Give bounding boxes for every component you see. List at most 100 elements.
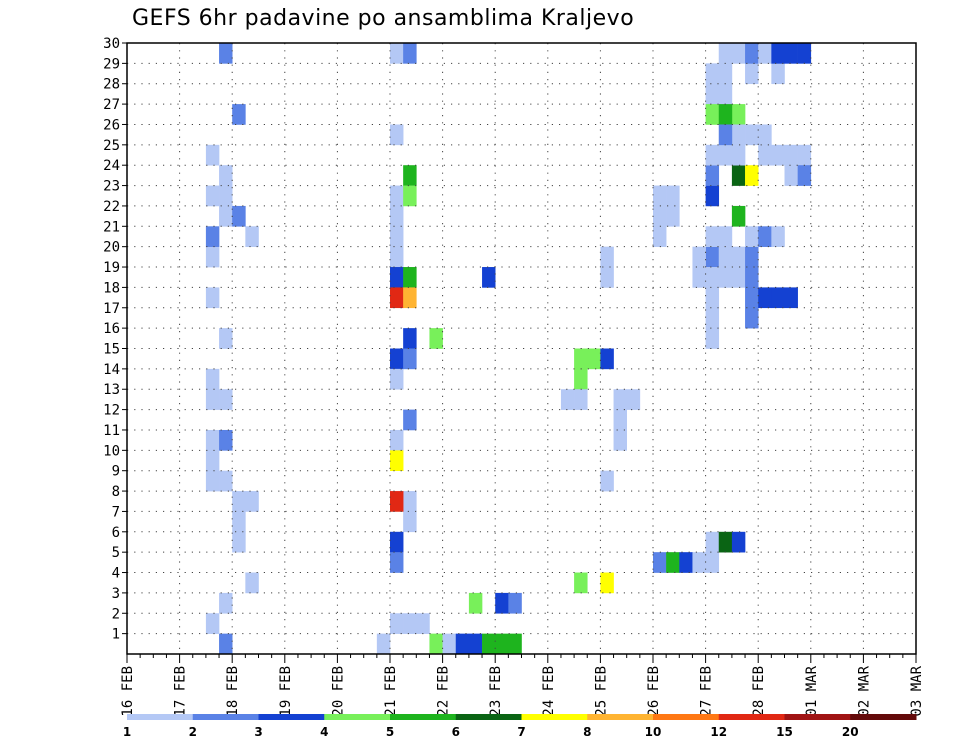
y-tick-label: 25 (103, 138, 120, 154)
y-tick-label: 11 (103, 423, 120, 439)
y-tick-label: 22 (103, 199, 120, 215)
heatmap-cell (560, 389, 575, 410)
heatmap-cell (600, 267, 614, 288)
heatmap-cell (718, 63, 733, 85)
heatmap-cell (587, 348, 601, 370)
legend-swatch (390, 714, 457, 720)
heatmap-cell (705, 83, 720, 105)
heatmap-cell (745, 307, 759, 329)
heatmap-cell (508, 592, 522, 614)
legend-label: 5 (386, 725, 394, 739)
heatmap-cell (784, 43, 798, 64)
heatmap-cell (376, 633, 391, 655)
x-tick-label: 18 FEB (225, 666, 241, 717)
heatmap-cell (653, 205, 667, 227)
grid-layer (127, 43, 916, 654)
legend-swatch (192, 714, 259, 720)
legend-swatch (587, 714, 654, 720)
heatmap-cell (705, 165, 720, 186)
heatmap-cell (653, 185, 667, 207)
heatmap-cell (403, 287, 417, 309)
heatmap-cell (718, 531, 733, 553)
heatmap-cell (666, 185, 680, 207)
legend-swatch (784, 714, 851, 720)
heatmap-cell (692, 267, 706, 288)
heatmap-cell (705, 144, 720, 166)
heatmap-cell (784, 144, 798, 166)
color-legend: 1 2 3 4 5 6 7 8 10 12 15 20 (123, 714, 917, 739)
heatmap-cell (403, 43, 417, 64)
y-tick-label: 29 (103, 56, 120, 72)
heatmap-cell (613, 429, 627, 451)
y-tick-label: 16 (103, 321, 120, 337)
heatmap-cell (205, 368, 220, 390)
x-tick-label: 26 FEB (646, 666, 662, 717)
heatmap-cell (482, 267, 496, 288)
heatmap-cell (245, 572, 259, 594)
heatmap-cell (692, 552, 706, 573)
heatmap-cell (390, 124, 404, 146)
heatmap-cell (219, 328, 233, 349)
y-tick-label: 5 (112, 545, 120, 561)
heatmap-cell (731, 205, 746, 227)
y-tick-label: 4 (112, 566, 120, 582)
legend-label: 8 (583, 725, 591, 739)
y-tick-label: 17 (103, 301, 120, 317)
heatmap-cell (495, 592, 509, 614)
heatmap-cell (403, 511, 417, 533)
heatmap-cell (731, 531, 746, 553)
heatmap-cell (718, 124, 733, 146)
heatmap-cell (232, 511, 246, 533)
y-tick-label: 6 (112, 525, 120, 541)
heatmap-cell (784, 165, 798, 186)
y-tick-label: 3 (112, 586, 120, 602)
heatmap-cell (705, 531, 720, 553)
heatmap-cell (718, 267, 733, 288)
heatmap-cell (626, 389, 641, 410)
y-tick-label: 13 (103, 382, 120, 398)
heatmap-cell (232, 491, 246, 512)
legend-swatch (718, 714, 785, 720)
heatmap-cell (403, 409, 417, 431)
heatmap-cell (219, 592, 233, 614)
heatmap-cell (574, 389, 588, 410)
heatmap-cell (232, 531, 246, 553)
heatmap-cell (495, 633, 509, 655)
y-axis: 1234567891011121314151617181920212223242… (103, 36, 127, 643)
heatmap-cell (705, 287, 720, 309)
heatmap-cell (429, 633, 443, 655)
heatmap-cell (718, 246, 733, 268)
heatmap-cell (429, 328, 443, 349)
heatmap-cell (731, 124, 746, 146)
heatmap-cell (205, 246, 220, 268)
heatmap-cell (219, 205, 233, 227)
heatmap-cell (797, 43, 812, 64)
heatmap-cell (666, 552, 680, 573)
heatmap-cell (771, 63, 785, 85)
heatmap-cell (232, 205, 246, 227)
heatmap-cell (705, 185, 720, 207)
heatmap-cell (219, 389, 233, 410)
heatmap-cell (613, 409, 627, 431)
heatmap-cell (731, 144, 746, 166)
heatmap-cell (403, 328, 417, 349)
heatmap-cell (219, 165, 233, 186)
heatmap-cell (219, 43, 233, 64)
cells-layer (205, 43, 812, 655)
y-tick-label: 28 (103, 77, 120, 93)
heatmap-cell (390, 43, 404, 64)
y-tick-label: 26 (103, 117, 120, 133)
legend-swatch (324, 714, 391, 720)
x-axis: 16 FEB 17 FEB 18 FEB 19 FEB 20 FEB 21 FEB 22 F… (120, 654, 925, 717)
heatmap-cell (705, 104, 720, 125)
heatmap-cell (705, 307, 720, 329)
heatmap-cell (390, 348, 404, 370)
heatmap-cell (731, 165, 746, 186)
heatmap-cell (771, 226, 785, 247)
chart-title: GEFS 6hr padavine po ansamblima Kraljevo (132, 6, 635, 31)
heatmap-cell (416, 613, 430, 634)
legend-swatch (455, 714, 522, 720)
legend-swatch (521, 714, 588, 720)
heatmap-cell (745, 124, 759, 146)
